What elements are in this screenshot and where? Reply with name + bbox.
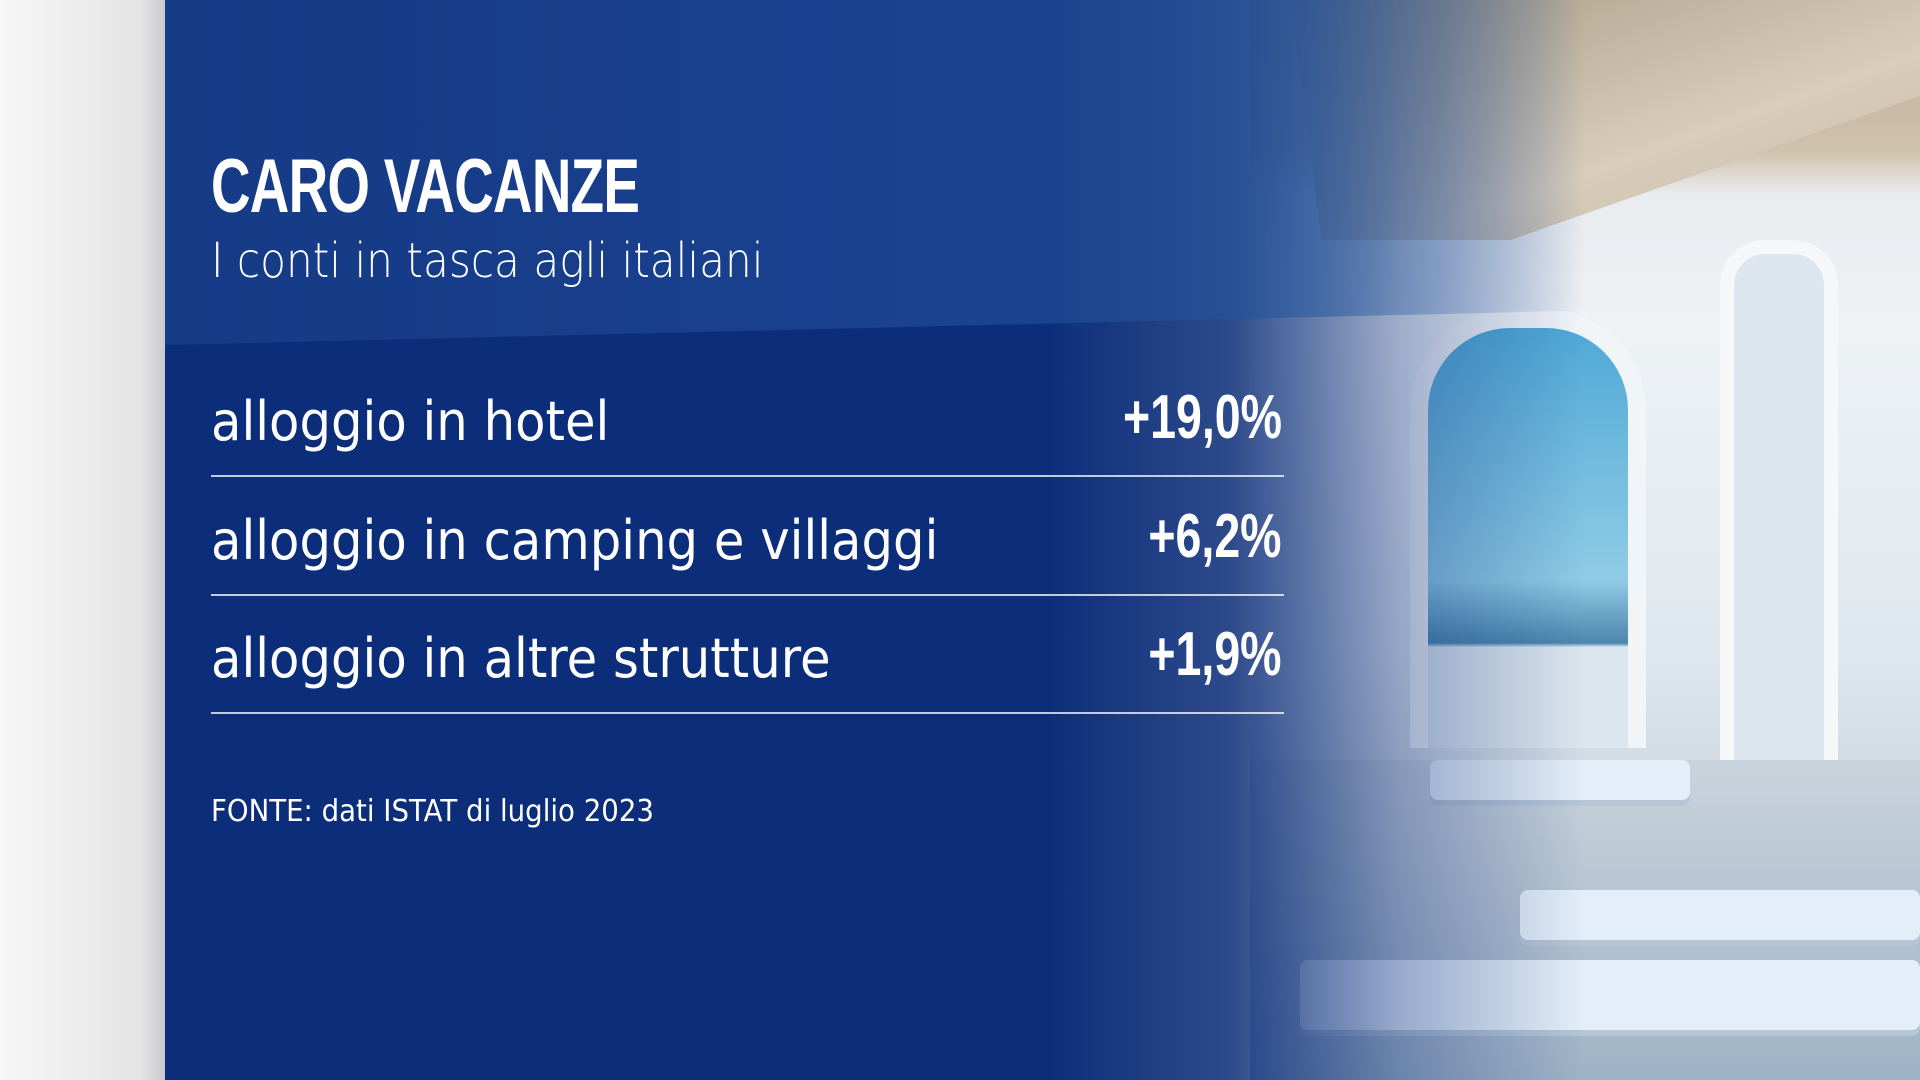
header-band xyxy=(165,0,1585,345)
source-note: FONTE: dati ISTAT di luglio 2023 xyxy=(211,794,654,829)
page-subtitle: I conti in tasca agli italiani xyxy=(211,233,764,289)
side-arch xyxy=(1720,240,1838,854)
row-label: alloggio in camping e villaggi xyxy=(211,509,939,572)
table-row: alloggio in hotel +19,0% xyxy=(211,357,1284,477)
table-row: alloggio in altre strutture +1,9% xyxy=(211,594,1284,714)
page-title: CARO VACANZE xyxy=(211,144,640,229)
left-border xyxy=(0,0,165,1080)
table-row: alloggio in camping e villaggi +6,2% xyxy=(211,476,1284,596)
row-value: +19,0% xyxy=(1122,383,1282,452)
row-label: alloggio in hotel xyxy=(211,390,610,453)
row-label: alloggio in altre strutture xyxy=(211,627,831,690)
row-value: +6,2% xyxy=(1148,502,1282,571)
row-value: +1,9% xyxy=(1148,620,1282,689)
lounger xyxy=(1520,890,1920,940)
